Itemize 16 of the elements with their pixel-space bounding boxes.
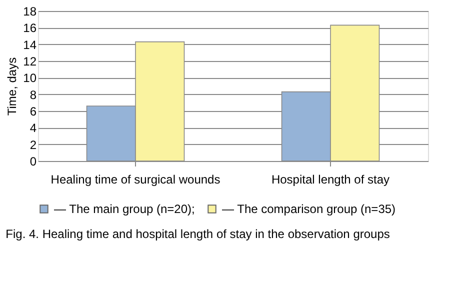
y-axis-title: Time, days: [5, 57, 20, 116]
y-tick-label: 16: [23, 21, 37, 36]
x-tick-label: Healing time of surgical wounds: [50, 172, 220, 186]
y-tick-label: 8: [30, 88, 37, 102]
legend-label: — The comparison group (n=35): [222, 202, 396, 216]
y-tick-label: 4: [30, 121, 37, 136]
y-tick-label: 12: [23, 54, 37, 68]
y-tick-label: 0: [30, 154, 37, 168]
caption: Fig. 4. Healing time and hospital length of stay in the observation groups: [6, 227, 390, 241]
x-tick-label: Hospital length of stay: [271, 172, 390, 186]
y-tick-label: 2: [30, 138, 37, 152]
y-tick-label: 10: [23, 71, 37, 86]
y-tick-label: 18: [23, 4, 37, 18]
y-tick-label: 14: [23, 38, 37, 52]
y-tick-label: 6: [30, 104, 37, 118]
legend-label: — The main group (n=20);: [54, 202, 195, 216]
